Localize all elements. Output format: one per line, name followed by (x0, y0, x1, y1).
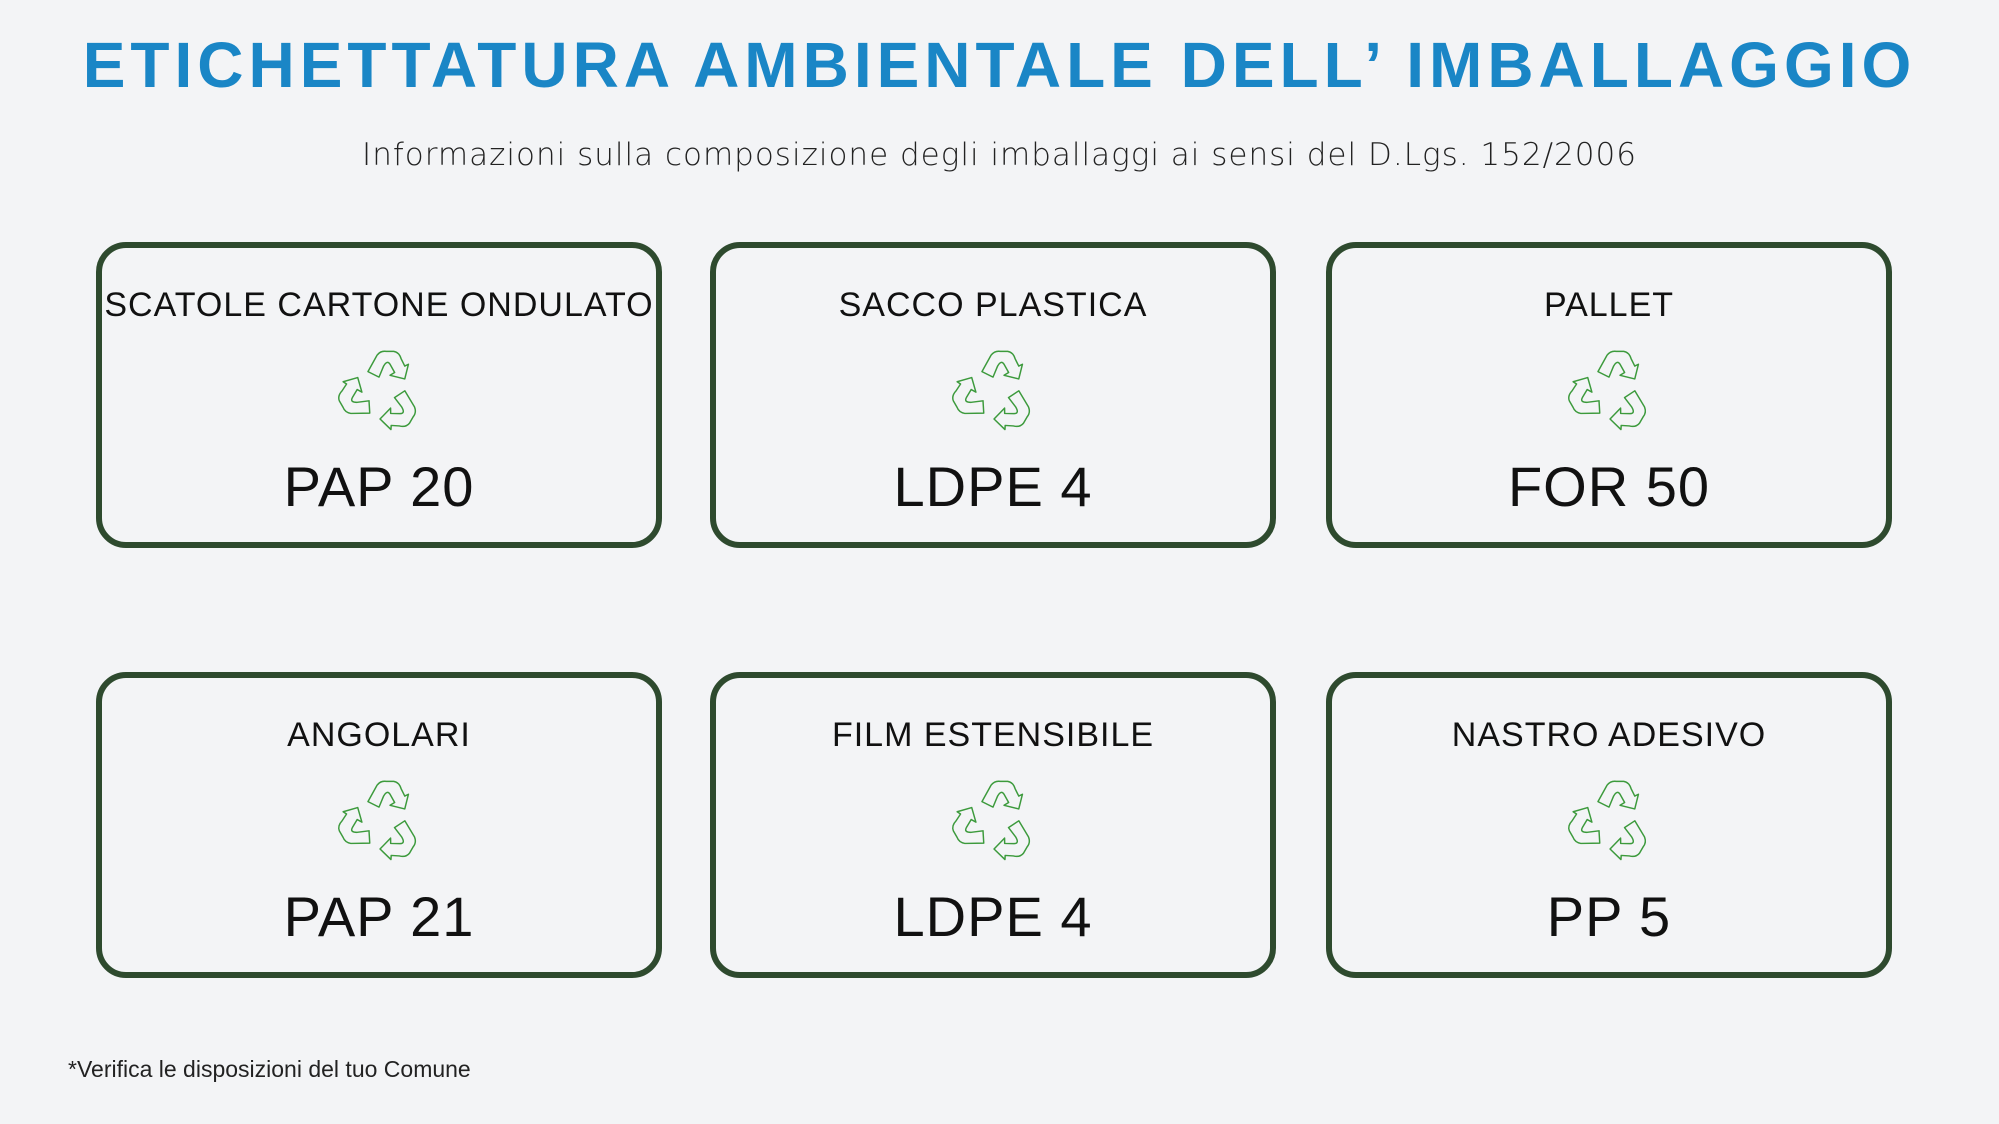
packaging-label: ANGOLARI (287, 716, 471, 754)
material-code: LDPE 4 (893, 885, 1093, 948)
packaging-label: NASTRO ADESIVO (1451, 716, 1767, 754)
packaging-card: FILM ESTENSIBILE LDPE 4 (710, 672, 1276, 978)
material-code: LDPE 4 (893, 455, 1093, 518)
recycle-icon (1563, 350, 1654, 436)
packaging-card: ANGOLARI PAP 21 (96, 672, 662, 978)
packaging-label: SCATOLE CARTONE ONDULATO (104, 286, 654, 324)
recycle-icon (333, 780, 424, 866)
recycle-icon (333, 350, 424, 436)
recycle-icon (1563, 780, 1654, 866)
recycle-icon (947, 780, 1038, 866)
page-title: ETICHETTATURA AMBIENTALE DELL’ IMBALLAGG… (82, 29, 1917, 101)
packaging-label: PALLET (1543, 286, 1675, 324)
page-subtitle: Informazioni sulla composizione degli im… (362, 137, 1637, 173)
packaging-card: PALLET FOR 50 (1326, 242, 1892, 548)
material-code: PAP 20 (283, 455, 475, 518)
packaging-label: SACCO PLASTICA (838, 286, 1148, 324)
packaging-label: FILM ESTENSIBILE (831, 716, 1155, 754)
packaging-card: NASTRO ADESIVO PP 5 (1326, 672, 1892, 978)
recycle-icon (947, 350, 1038, 436)
packaging-card: SACCO PLASTICA LDPE 4 (710, 242, 1276, 548)
material-code: PAP 21 (283, 885, 475, 948)
packaging-card: SCATOLE CARTONE ONDULATO PAP 20 (96, 242, 662, 548)
material-code: FOR 50 (1507, 455, 1711, 518)
material-code: PP 5 (1546, 885, 1672, 948)
footer-note: *Verifica le disposizioni del tuo Comune (68, 1056, 471, 1082)
